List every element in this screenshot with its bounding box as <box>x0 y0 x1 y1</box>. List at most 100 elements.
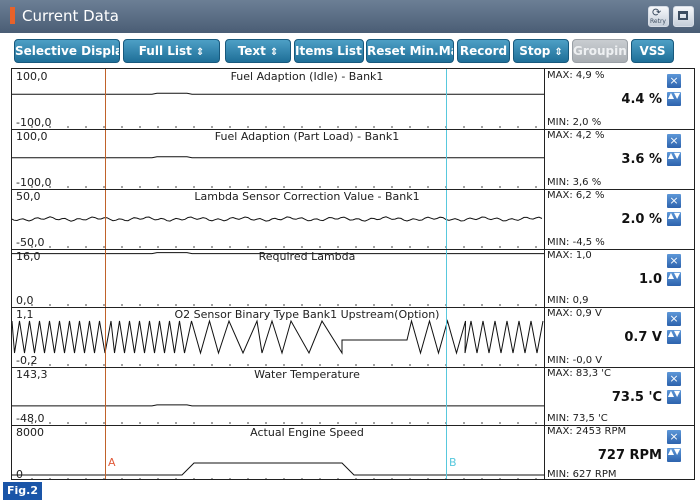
max-value: MAX: 6,2 % <box>547 190 605 201</box>
axis-bottom-label: -100,0 <box>16 116 52 129</box>
axis-bottom-label: -50,0 <box>16 236 45 249</box>
axis-bottom-label: -48,0 <box>16 412 45 425</box>
toolbar-button-label: Selective Display <box>15 44 120 58</box>
graph-title: Actual Engine Speed <box>250 426 364 439</box>
axis-bottom-label: -0,2 <box>16 354 38 367</box>
toolbar-button-label: Reset Min.Max <box>367 44 453 58</box>
toolbar-button-stop[interactable]: Stop ⇕ <box>513 39 569 63</box>
row-divider <box>12 189 694 190</box>
scale-updown-icon[interactable]: ▲▼ <box>667 448 681 462</box>
toolbar: Selective Display⇕Full List⇕Text⇕Items L… <box>0 33 700 68</box>
retry-button[interactable]: ⟳ Retry <box>648 6 669 27</box>
signal-trace <box>12 319 544 355</box>
time-tick-marks <box>31 186 537 188</box>
toolbar-button-record[interactable]: Record <box>457 39 510 63</box>
toolbar-button-label: Stop <box>519 44 551 58</box>
scale-updown-icon[interactable]: ▲▼ <box>667 152 681 166</box>
signal-trace <box>12 462 544 476</box>
cursor-b-line[interactable] <box>446 69 447 479</box>
min-value: MIN: -0,0 V <box>547 355 603 366</box>
min-value: MIN: -4,5 % <box>547 237 605 248</box>
remove-graph-icon[interactable]: × <box>667 194 681 208</box>
min-value: MIN: 2,0 % <box>547 117 602 128</box>
toolbar-button-label: Full List <box>138 44 192 58</box>
value-column-divider <box>544 69 545 479</box>
toolbar-button-text[interactable]: Text ⇕ <box>225 39 291 63</box>
current-value: 727 RPM <box>597 448 662 463</box>
maximize-icon <box>678 11 688 20</box>
cursor-a-line[interactable] <box>105 69 106 479</box>
row-divider <box>12 307 694 308</box>
signal-trace <box>12 404 544 407</box>
remove-graph-icon[interactable]: × <box>667 74 681 88</box>
cursor-a-label: A <box>108 456 116 469</box>
current-value: 0.7 V <box>624 330 662 345</box>
toolbar-button-label: Items List <box>295 44 362 58</box>
figure-label: Fig.2 <box>3 482 42 500</box>
scale-updown-icon[interactable]: ▲▼ <box>667 92 681 106</box>
axis-bottom-label: -100,0 <box>16 176 52 189</box>
max-value: MAX: 4,9 % <box>547 70 605 81</box>
time-tick-marks <box>31 246 537 248</box>
max-value: MAX: 2453 RPM <box>547 426 627 437</box>
row-divider <box>12 367 694 368</box>
graph-title: Fuel Adaption (Part Load) - Bank1 <box>214 130 400 143</box>
max-value: MAX: 4,2 % <box>547 130 605 141</box>
min-value: MIN: 3,6 % <box>547 177 602 188</box>
remove-graph-icon[interactable]: × <box>667 430 681 444</box>
graph-title: Lambda Sensor Correction Value - Bank1 <box>194 190 420 203</box>
time-tick-marks <box>31 478 537 479</box>
toolbar-button-items-list[interactable]: Items List⇕ <box>294 39 364 63</box>
axis-top-label: 100,0 <box>16 130 48 143</box>
cursor-b-label: B <box>449 456 457 469</box>
remove-graph-icon[interactable]: × <box>667 134 681 148</box>
scale-updown-icon[interactable]: ▲▼ <box>667 330 681 344</box>
row-divider <box>12 425 694 426</box>
retry-label: Retry <box>650 18 666 25</box>
graph-title: Fuel Adaption (Idle) - Bank1 <box>230 70 384 83</box>
signal-trace <box>12 252 544 255</box>
scale-updown-icon[interactable]: ▲▼ <box>667 390 681 404</box>
graph-traces <box>12 92 544 479</box>
time-tick-marks <box>31 126 537 128</box>
toolbar-button-label: VSS <box>639 44 666 58</box>
title-accent-mark <box>10 7 15 24</box>
max-value: MAX: 1,0 <box>547 250 592 261</box>
toolbar-button-grouping[interactable]: Grouping <box>572 39 628 63</box>
scale-updown-icon[interactable]: ▲▼ <box>667 272 681 286</box>
toolbar-button-label: Text <box>237 44 266 58</box>
min-value: MIN: 73,5 'C <box>547 413 608 424</box>
signal-trace <box>12 156 544 159</box>
toolbar-button-reset-min-max[interactable]: Reset Min.Max <box>366 39 454 63</box>
title-bar: Current Data ⟳ Retry <box>0 0 700 33</box>
axis-top-label: 1,1 <box>16 308 34 321</box>
axis-top-label: 143,3 <box>16 368 48 381</box>
remove-graph-icon[interactable]: × <box>667 254 681 268</box>
scale-updown-icon[interactable]: ▲▼ <box>667 212 681 226</box>
current-value: 4.4 % <box>621 92 662 107</box>
axis-top-label: 100,0 <box>16 70 48 83</box>
row-divider <box>12 129 694 130</box>
min-value: MIN: 627 RPM <box>547 469 617 480</box>
remove-graph-icon[interactable]: × <box>667 372 681 386</box>
graph-title: O2 Sensor Binary Type Bank1 Upstream(Opt… <box>174 308 440 321</box>
toolbar-button-selective-display[interactable]: Selective Display⇕ <box>14 39 120 63</box>
toolbar-button-label: Grouping <box>573 44 627 58</box>
maximize-button[interactable] <box>673 6 694 27</box>
toolbar-button-full-list[interactable]: Full List ⇕ <box>123 39 220 63</box>
retry-icon: ⟳ <box>652 6 662 19</box>
window-title: Current Data <box>22 7 119 25</box>
current-value: 2.0 % <box>621 212 662 227</box>
time-tick-marks <box>31 304 537 306</box>
axis-bottom-label: 0,0 <box>16 294 34 307</box>
current-value: 73.5 'C <box>611 390 662 405</box>
toolbar-button-vss[interactable]: VSS <box>631 39 674 63</box>
axis-bottom-label: 0 <box>16 468 23 480</box>
remove-graph-icon[interactable]: × <box>667 312 681 326</box>
min-value: MIN: 0,9 <box>547 295 589 306</box>
row-divider <box>12 249 694 250</box>
current-value: 3.6 % <box>621 152 662 167</box>
signal-trace <box>12 92 544 95</box>
time-tick-marks <box>31 364 537 366</box>
graph-title: Required Lambda <box>258 250 356 263</box>
